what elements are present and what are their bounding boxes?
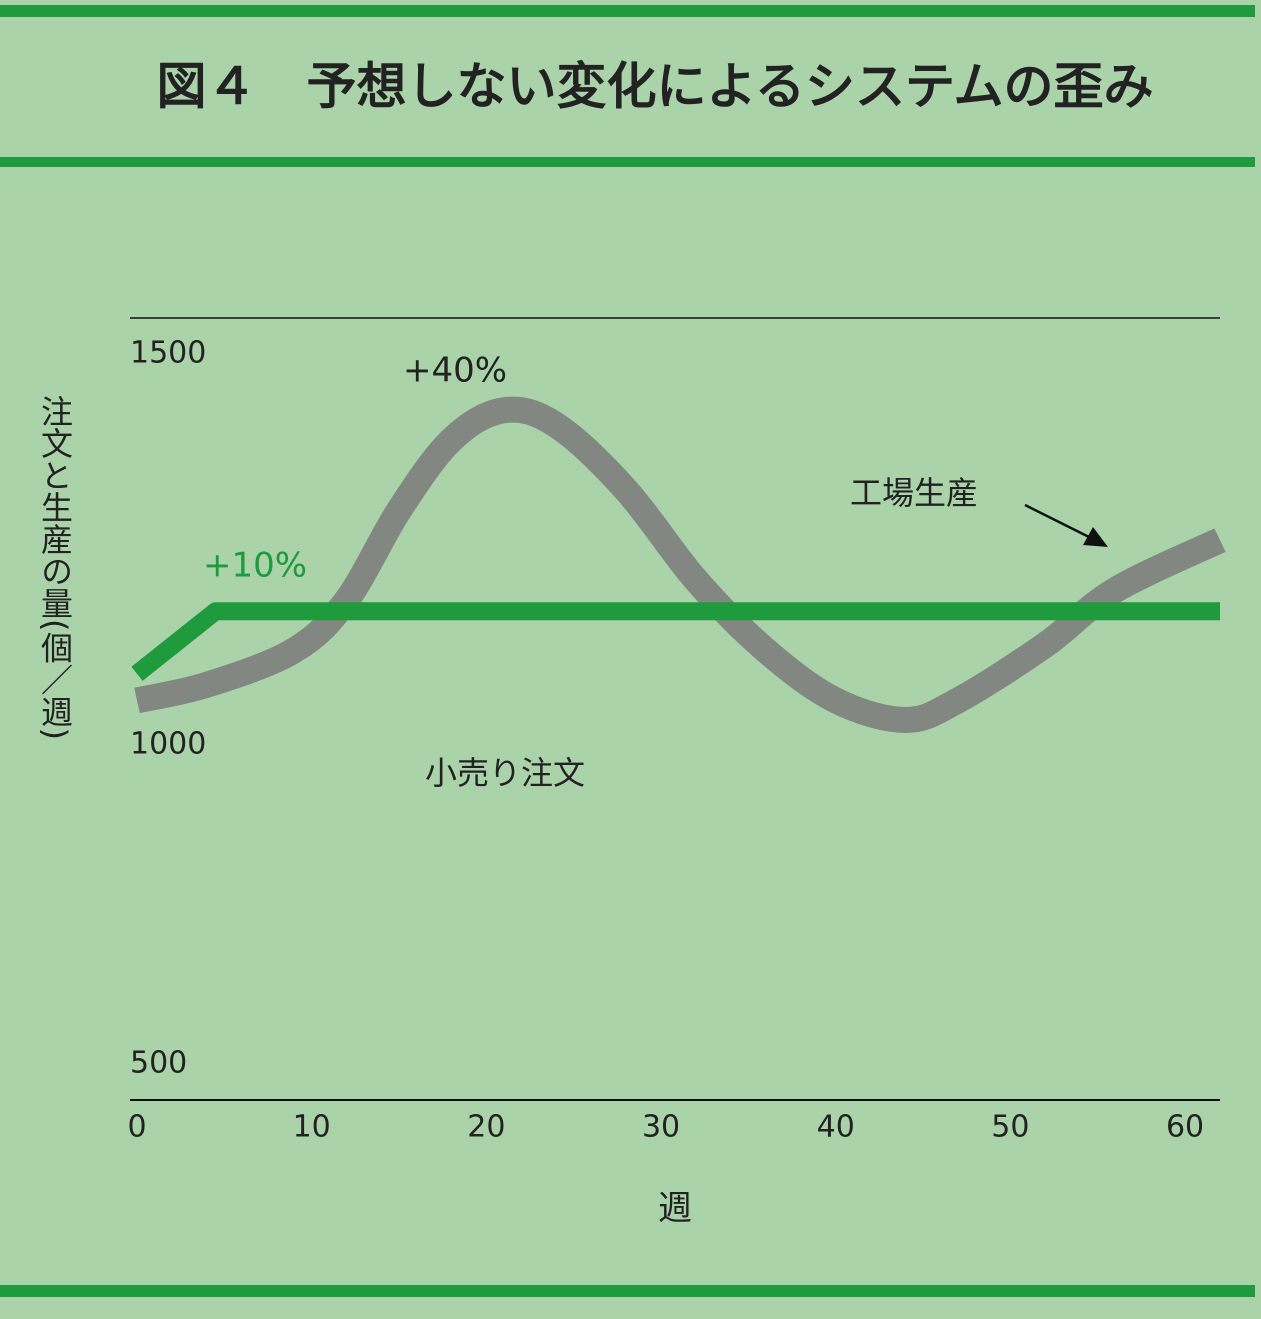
x-tick-label: 60 [1166,1110,1204,1145]
x-tick-label: 40 [817,1110,855,1145]
x-tick-label: 10 [293,1110,331,1145]
y-axis-label: 注文と生産の量(個／週) [36,395,74,740]
x-tick-label: 50 [991,1110,1029,1145]
x-tick-label: 0 [127,1110,146,1145]
legend-arrow [1024,503,1096,542]
x-axis-label: 週 [658,1189,692,1229]
y-tick-label: 1500 [130,336,206,371]
x-tick-label: 20 [467,1110,505,1145]
x-tick-label: 30 [642,1110,680,1145]
bottom-rule [0,1285,1255,1297]
legend-arrowhead [1083,527,1108,547]
title-rule [0,5,1255,17]
chart-title: 図４ 予想しない変化によるシステムの歪み [157,58,1154,116]
annotation: +10% [203,546,307,586]
series-line [131,602,1220,681]
y-tick-label: 500 [130,1046,187,1081]
legend-label: 小売り注文 [425,754,585,792]
legend-label: 工場生産 [850,474,978,512]
y-tick-label: 1000 [130,727,206,762]
title-rule [0,157,1255,167]
annotation: +40% [403,351,507,391]
